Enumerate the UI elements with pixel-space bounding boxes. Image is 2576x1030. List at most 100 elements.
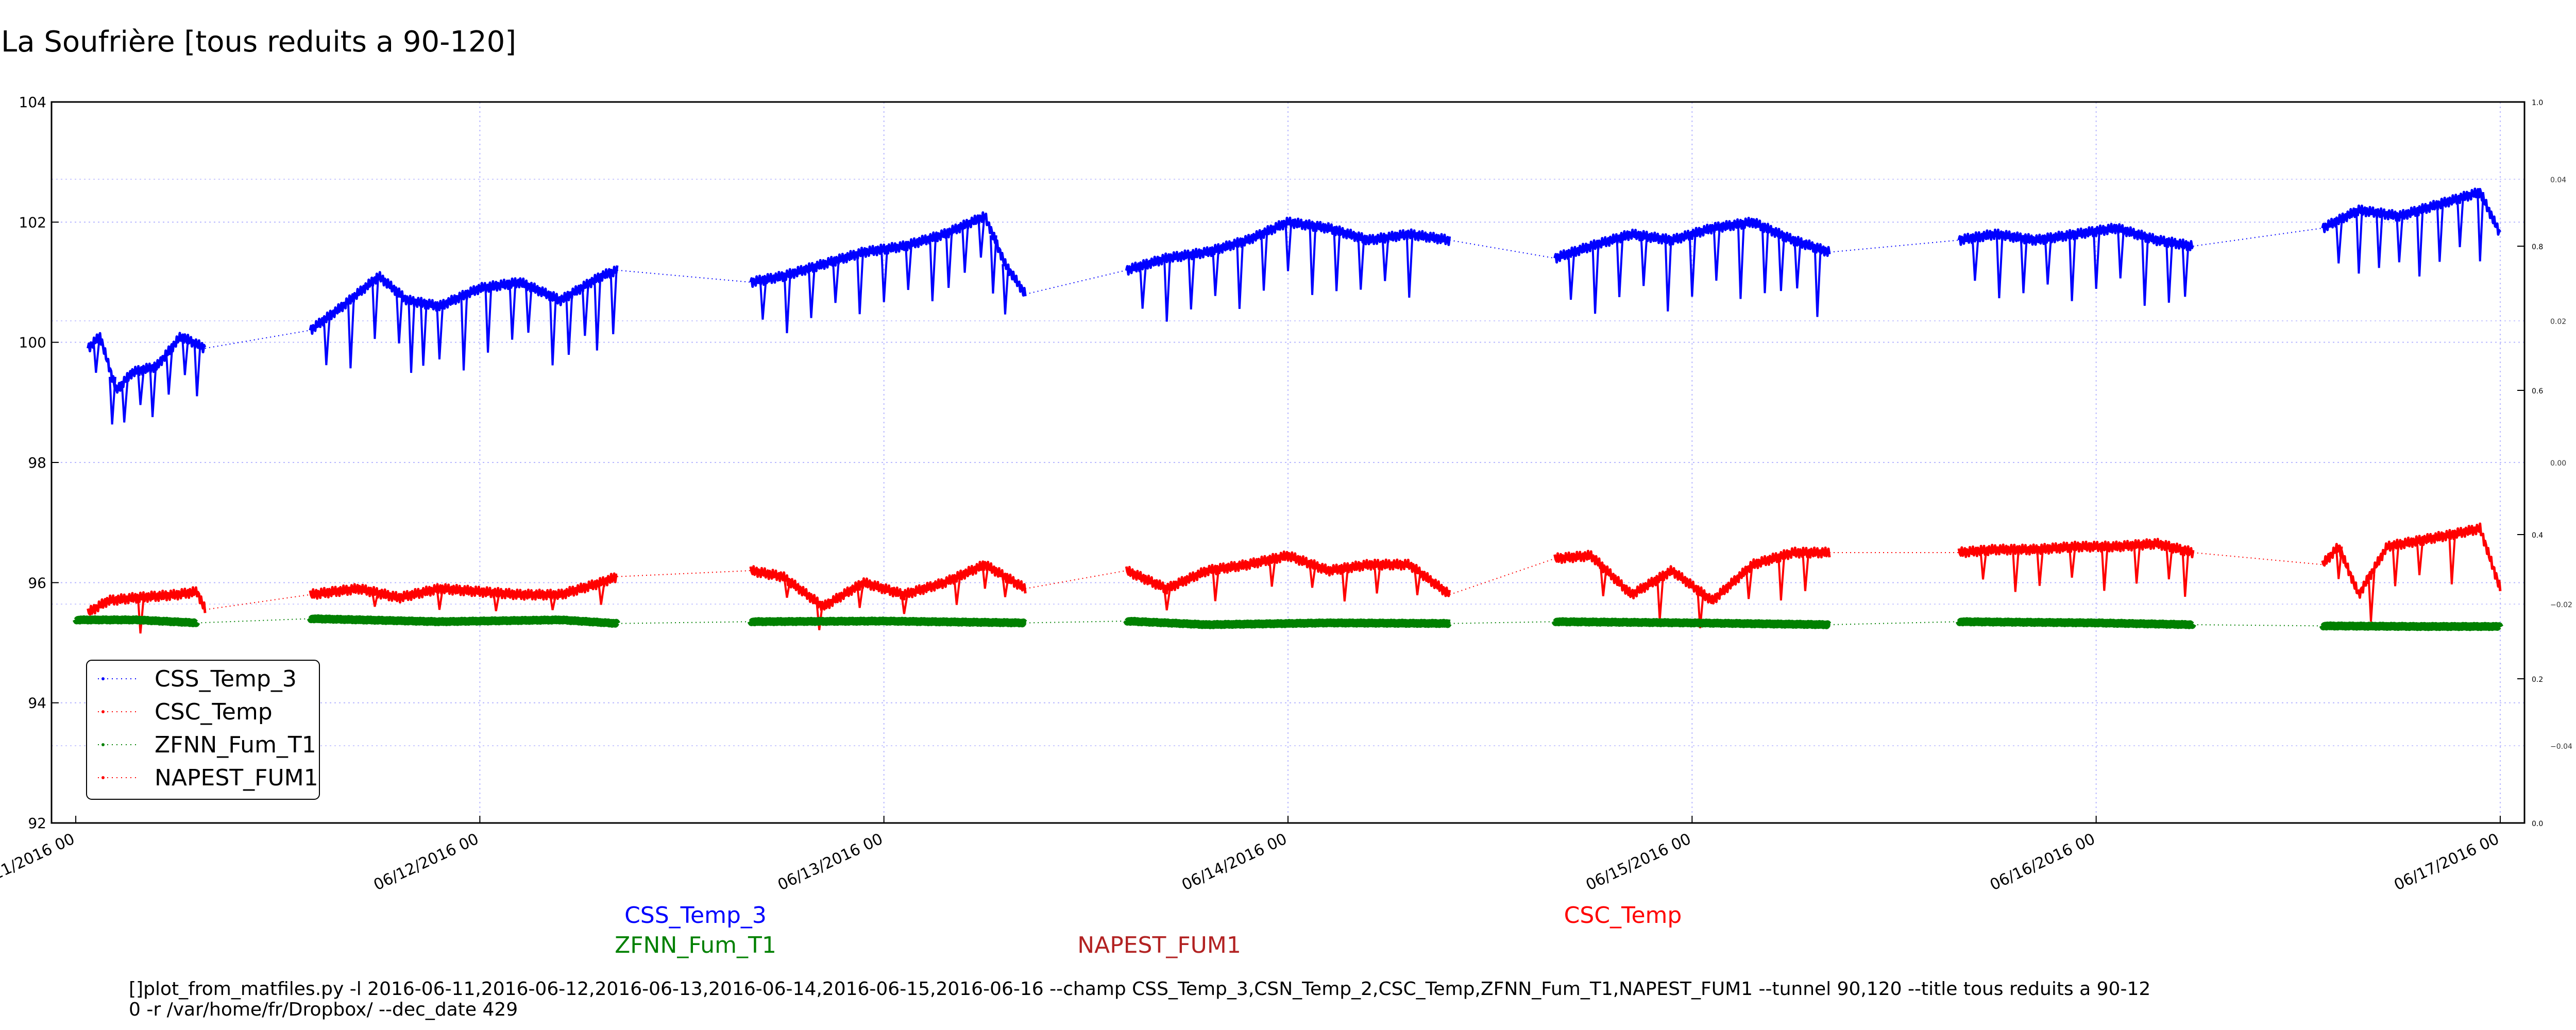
series-gap-connector xyxy=(617,269,751,283)
series-dip xyxy=(2367,574,2376,622)
series-dip xyxy=(436,306,444,359)
series-dip xyxy=(371,279,379,339)
series-dip xyxy=(856,585,864,608)
series-dip xyxy=(1814,248,1822,317)
series-dip xyxy=(901,594,909,614)
series-dip xyxy=(2068,234,2076,301)
y2-inner-tick-label: 0.00 xyxy=(2550,459,2566,468)
series-gap-connector xyxy=(1025,269,1127,295)
series-segment xyxy=(72,615,200,627)
y-tick-label: 98 xyxy=(28,454,46,471)
series-segment xyxy=(1125,216,1451,276)
series-dip xyxy=(2020,238,2028,294)
series-dip xyxy=(609,271,618,335)
legend-marker xyxy=(101,776,105,779)
legend-marker xyxy=(101,677,105,680)
grid xyxy=(52,102,2524,823)
series-gap-connector xyxy=(2193,624,2323,627)
legend-item: CSS_Temp_3 xyxy=(98,666,297,692)
series-dip xyxy=(2436,204,2444,262)
series-dip xyxy=(1163,258,1171,322)
y-tick-label: 94 xyxy=(28,695,46,712)
series-dip xyxy=(1745,568,1753,599)
y-tick-label: 92 xyxy=(28,815,46,832)
series-dip xyxy=(597,582,605,605)
series-gap-connector xyxy=(1025,570,1127,589)
x-tick-label: 06/11/2016 00 xyxy=(0,830,77,895)
series-dip xyxy=(1341,568,1349,602)
series-dip xyxy=(1373,564,1381,594)
series-dip xyxy=(436,588,444,610)
series-dip xyxy=(759,280,767,320)
series-dip xyxy=(1268,559,1276,587)
series-dip xyxy=(1236,242,1244,309)
series-ZFNN_Fum_T1 xyxy=(72,614,2503,631)
series-dip xyxy=(1793,241,1802,289)
x-tick-label: 06/15/2016 00 xyxy=(1583,830,1694,895)
series-segment xyxy=(747,616,1028,628)
series-dip xyxy=(945,232,953,288)
series-dip xyxy=(961,225,969,273)
legend-marker xyxy=(101,710,105,713)
series-segment xyxy=(87,332,207,394)
series-dip xyxy=(408,301,416,373)
series-dip xyxy=(193,344,201,397)
series-dip xyxy=(137,370,145,405)
series-dip xyxy=(1664,239,1672,312)
y2-inner-tick-label: 0.04 xyxy=(2550,176,2566,184)
series-dip xyxy=(1591,245,1600,314)
y2-tick-label: 0.6 xyxy=(2532,387,2543,396)
y2-tick-label: 0.8 xyxy=(2532,243,2543,251)
series-gap-connector xyxy=(205,330,311,349)
series-dip xyxy=(2036,549,2044,586)
x-tick-label: 06/16/2016 00 xyxy=(1987,830,2098,895)
series-dip xyxy=(1713,227,1721,281)
series-dip xyxy=(149,367,157,418)
series-dip xyxy=(2335,546,2343,579)
series-dip xyxy=(2044,238,2052,285)
series-dip xyxy=(1688,234,1697,297)
series-labels: CSS_Temp_3 ZFNN_Fum_T1 NAPEST_FUM1 CSC_Temp xyxy=(615,902,1682,958)
series-dip xyxy=(1002,576,1010,597)
series-dip xyxy=(1284,222,1293,271)
series-dip xyxy=(816,603,824,630)
series-dip xyxy=(1188,254,1196,310)
series-dip xyxy=(395,293,403,344)
series-dip xyxy=(549,296,557,366)
legend-item: ZFNN_Fum_T1 xyxy=(98,732,316,758)
series-segment xyxy=(1551,617,1832,629)
series-dip xyxy=(783,274,791,334)
series-label: CSS_Temp_3 xyxy=(624,902,767,929)
series-dip xyxy=(2335,220,2343,264)
series-dip xyxy=(807,267,816,318)
series-CSC_Temp xyxy=(87,522,2502,634)
series-gap-connector xyxy=(2193,228,2323,247)
series-dip xyxy=(594,278,602,351)
series-dip xyxy=(181,338,190,375)
series-dip xyxy=(2165,242,2174,303)
series-dip xyxy=(137,597,145,634)
legend-label: NAPEST_FUM1 xyxy=(155,765,318,791)
series-segment xyxy=(1955,617,2196,629)
series-segment xyxy=(309,572,618,604)
x-tick-label: 06/13/2016 00 xyxy=(775,830,886,895)
y2-tick-label: 1.0 xyxy=(2532,99,2543,107)
series-dip xyxy=(484,287,493,353)
series-dip xyxy=(1309,564,1317,588)
series-dip xyxy=(371,592,379,607)
series-segment xyxy=(749,560,1027,611)
y-tick-label: 102 xyxy=(19,214,46,231)
series-gap-connector xyxy=(205,594,311,610)
series-dip xyxy=(783,579,791,598)
series-dip xyxy=(1333,230,1341,291)
legend-box xyxy=(86,660,320,800)
series-dip xyxy=(581,285,589,336)
series-gap-connector xyxy=(2193,552,2323,565)
x-tick-label: 06/14/2016 00 xyxy=(1179,830,1290,895)
series-dip xyxy=(2416,540,2424,576)
series-dip xyxy=(2396,216,2404,263)
series-segment xyxy=(87,586,207,616)
series-label: NAPEST_FUM1 xyxy=(1077,932,1241,958)
series-dip xyxy=(1995,234,2004,299)
